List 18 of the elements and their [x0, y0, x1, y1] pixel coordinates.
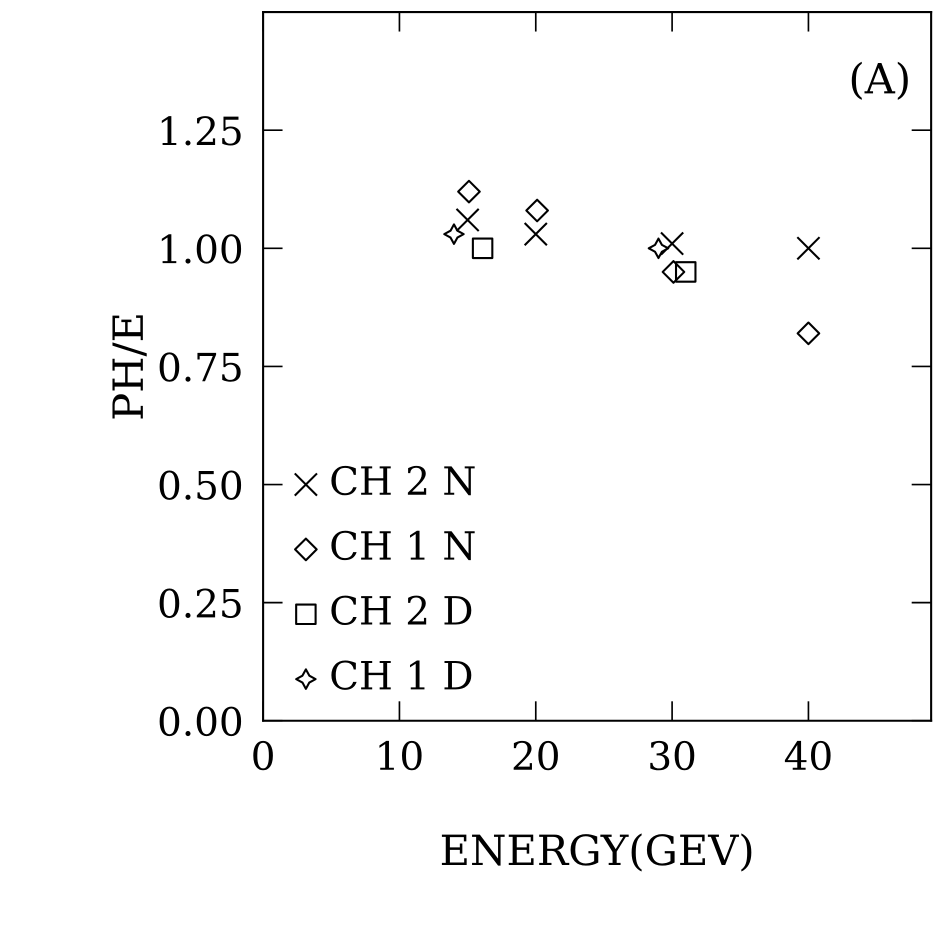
x-axis-title: ENERGY(GEV) — [442, 833, 752, 872]
x-tick-label: 40 — [784, 740, 831, 770]
x-tick-label: 20 — [514, 740, 558, 770]
legend-label: CH 2 N — [331, 466, 475, 496]
y-tick-label: 0.75 — [160, 352, 241, 382]
legend-label: CH 1 N — [331, 530, 475, 560]
annotation: (A) — [852, 62, 908, 100]
x-tick-label: 10 — [379, 740, 422, 770]
y-tick-label: 0.00 — [160, 706, 242, 736]
y-tick-label: 0.25 — [160, 588, 241, 618]
legend-label: CH 2 D — [331, 596, 472, 626]
legend-label: CH 1 D — [331, 660, 472, 690]
x-tick-label: 30 — [650, 740, 694, 770]
y-tick-label: 1.00 — [162, 234, 242, 264]
y-tick-label: 0.50 — [160, 470, 242, 500]
y-tick-label: 1.25 — [162, 116, 241, 146]
x-tick-label: 0 — [253, 740, 273, 770]
y-axis-title: PH/E — [112, 315, 147, 419]
